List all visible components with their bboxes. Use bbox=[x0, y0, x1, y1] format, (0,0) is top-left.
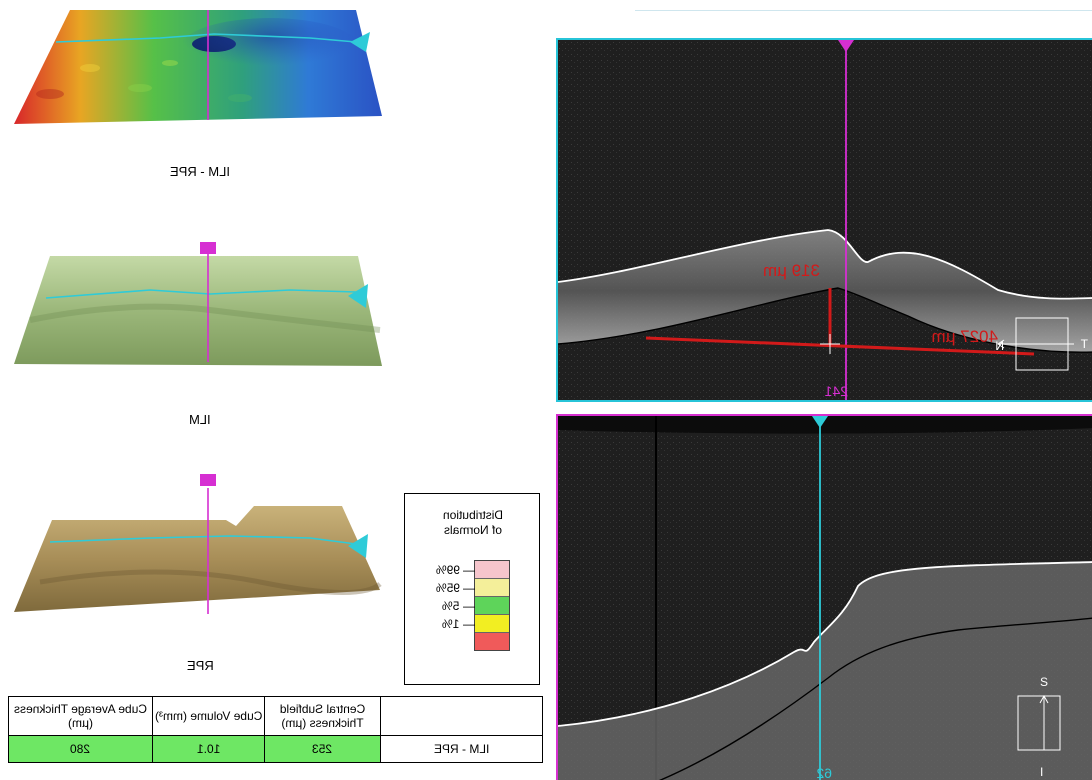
cyan-scan-marker-icon[interactable] bbox=[348, 534, 368, 558]
vertical-measure-label: 319 µm bbox=[763, 261, 820, 280]
rpe-surface[interactable] bbox=[10, 472, 390, 620]
header-empty bbox=[380, 696, 543, 736]
cyan-scan-line bbox=[55, 33, 357, 43]
row-label: ILM - RPE bbox=[380, 735, 543, 763]
orientation-label-s: S bbox=[1040, 675, 1048, 689]
legend-band-95-99 bbox=[475, 579, 509, 597]
header-cube-volume: Cube Volume (mm³) bbox=[152, 696, 265, 736]
magenta-scan-marker-icon[interactable] bbox=[200, 242, 216, 254]
orientation-label-i: I bbox=[1040, 765, 1043, 779]
retina-layers bbox=[558, 562, 1092, 780]
horizontal-measure-label: 4027 µm bbox=[932, 327, 999, 346]
ilm-surface[interactable] bbox=[10, 240, 390, 370]
orientation-label-n: N bbox=[995, 339, 1004, 353]
value-cube-volume: 10.1 bbox=[152, 735, 265, 763]
magenta-scan-marker-icon[interactable] bbox=[200, 474, 216, 486]
cyan-scan-marker-icon[interactable] bbox=[348, 284, 368, 308]
orientation-box bbox=[1017, 695, 1061, 751]
ilm-segmentation-line bbox=[558, 229, 1092, 300]
rpe-segmentation-line bbox=[658, 617, 1092, 780]
orientation-label-t: T bbox=[1080, 337, 1088, 351]
legend-band-below-1 bbox=[475, 633, 509, 650]
legend-band-1-5 bbox=[475, 615, 509, 633]
horizontal-measure-line bbox=[645, 336, 1035, 356]
legend-band-5-95 bbox=[475, 597, 509, 615]
value-cube-average: 280 bbox=[8, 735, 153, 763]
cyan-scan-line bbox=[45, 289, 357, 299]
vertical-bscan-panel[interactable]: 62 S I bbox=[556, 414, 1092, 780]
header-central-subfield: Central Subfield Thickness (µm) bbox=[264, 696, 381, 736]
surface-label-thickness: ILM - RPE bbox=[170, 164, 230, 179]
cyan-slice-marker-icon[interactable] bbox=[812, 416, 828, 428]
legend-tick-95: 95% — bbox=[435, 581, 475, 595]
legend-band-above-99 bbox=[475, 561, 509, 579]
ilm-segmentation-line bbox=[558, 561, 1092, 727]
top-divider bbox=[635, 10, 1092, 11]
surface-fill bbox=[14, 256, 382, 366]
header-cube-average: Cube Average Thickness (µm) bbox=[8, 696, 153, 736]
normals-distribution-legend: Distribution of Normals 99% — 95% — 5% —… bbox=[404, 493, 540, 685]
thickness-map-surface[interactable] bbox=[10, 8, 390, 136]
surface-fill bbox=[14, 506, 380, 612]
cyan-scan-line bbox=[49, 535, 357, 545]
retina-layers bbox=[558, 230, 1092, 353]
legend-tick-99: 99% — bbox=[435, 563, 475, 577]
magenta-slice-marker-icon[interactable] bbox=[838, 40, 854, 52]
legend-tick-1: 1% — bbox=[442, 617, 475, 631]
slice-number-label: 62 bbox=[816, 765, 832, 780]
legend-tick-5: 5% — bbox=[442, 599, 475, 613]
surface-label-ilm: ILM bbox=[189, 412, 211, 427]
horizontal-bscan-panel[interactable]: 241 319 µm 4027 µm N T bbox=[556, 38, 1092, 402]
thickness-metrics-table: Cube Average Thickness (µm) Cube Volume … bbox=[8, 696, 543, 763]
slice-number-label: 241 bbox=[824, 383, 848, 399]
cyan-scan-marker-icon[interactable] bbox=[350, 32, 370, 52]
surface-label-rpe: RPE bbox=[186, 658, 214, 673]
legend-color-scale bbox=[474, 560, 510, 651]
value-central-subfield: 253 bbox=[264, 735, 381, 763]
legend-title: Distribution of Normals bbox=[442, 508, 504, 537]
scan-top-dark-band bbox=[558, 416, 1092, 434]
